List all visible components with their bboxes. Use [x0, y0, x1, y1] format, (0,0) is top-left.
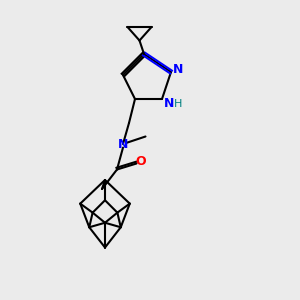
Text: N: N	[164, 97, 175, 110]
Text: H: H	[173, 99, 182, 109]
Text: N: N	[173, 62, 184, 76]
Text: N: N	[118, 137, 128, 151]
Text: O: O	[136, 155, 146, 169]
